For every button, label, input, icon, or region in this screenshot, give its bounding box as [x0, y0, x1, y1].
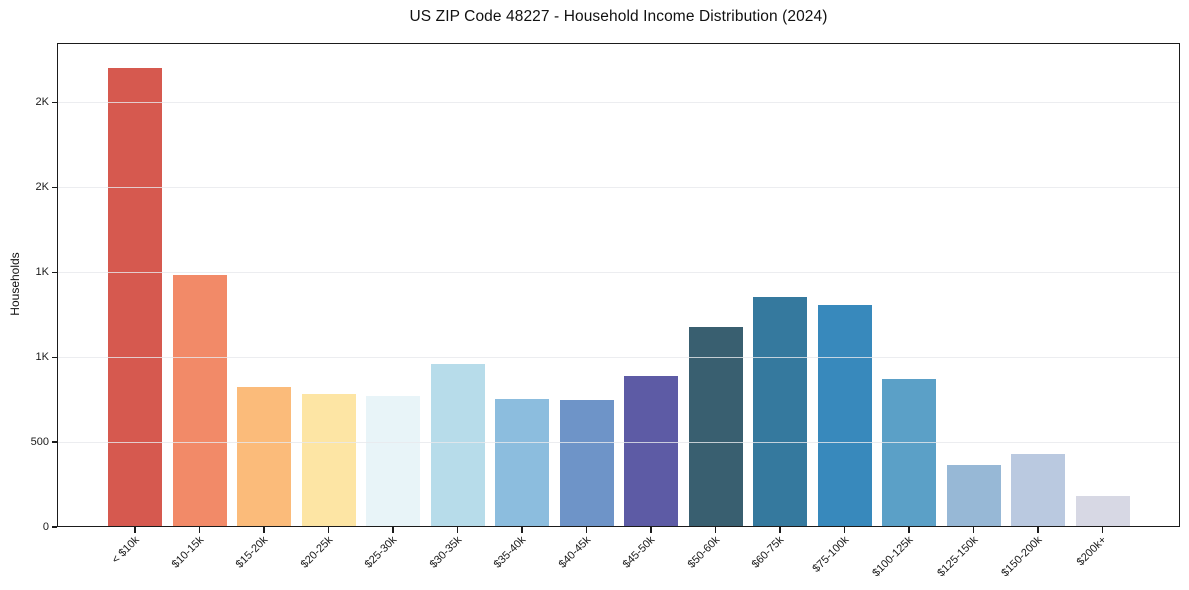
- x-tick-mark: [392, 527, 394, 533]
- x-tick-label: $60-75k: [749, 534, 787, 571]
- x-tick-label: $35-40k: [491, 534, 529, 571]
- x-tick-label: $15-20k: [233, 534, 271, 571]
- bar: [1011, 453, 1065, 527]
- x-tick-mark: [972, 527, 975, 533]
- bar: [366, 396, 420, 527]
- gridline: [57, 187, 1180, 189]
- bar: [1075, 495, 1130, 527]
- bar: [301, 393, 356, 527]
- y-tick-mark: [51, 526, 57, 528]
- x-tick-mark: [843, 527, 846, 533]
- x-tick-label: $30-35k: [427, 534, 464, 571]
- x-tick-label: $40-45k: [556, 534, 593, 571]
- x-tick-mark: [263, 527, 265, 533]
- gridline: [57, 357, 1180, 359]
- y-tick-mark: [51, 186, 57, 189]
- bar: [753, 296, 807, 527]
- x-tick-label: $200k+: [1074, 534, 1109, 569]
- bar: [624, 375, 678, 527]
- y-tick-label: 1K: [35, 265, 49, 278]
- y-tick-mark: [51, 271, 57, 273]
- bar: [430, 363, 485, 527]
- x-tick-label: < $10k: [109, 534, 142, 567]
- x-tick-mark: [521, 527, 523, 533]
- x-tick-mark: [1037, 527, 1039, 533]
- bar: [817, 304, 872, 527]
- x-tick-mark: [650, 527, 652, 533]
- bar: [495, 398, 549, 527]
- x-tick-label: $75-100k: [810, 534, 851, 575]
- x-tick-mark: [714, 527, 717, 533]
- y-tick-label: 500: [30, 435, 49, 448]
- x-tick-label: $10-15k: [169, 534, 206, 571]
- bar: [559, 399, 614, 527]
- y-axis-title: Households: [8, 252, 22, 316]
- y-tick-label: 2K: [35, 180, 49, 193]
- x-tick-mark: [134, 527, 136, 533]
- plot-area: [57, 43, 1180, 527]
- x-tick-label: $150-200k: [999, 534, 1045, 580]
- x-tick-mark: [198, 527, 201, 533]
- x-tick-label: $125-150k: [934, 534, 980, 580]
- gridline: [57, 442, 1180, 444]
- y-tick-mark: [51, 101, 57, 104]
- bar: [688, 326, 743, 527]
- y-tick-label: 1K: [35, 350, 49, 363]
- x-tick-mark: [456, 527, 459, 533]
- bar: [172, 274, 227, 527]
- bar: [237, 386, 291, 527]
- x-tick-label: $20-25k: [298, 534, 335, 571]
- x-tick-label: $25-30k: [362, 534, 400, 571]
- bar: [882, 379, 936, 527]
- y-tick-label: 0: [42, 520, 49, 533]
- x-tick-mark: [1101, 527, 1104, 533]
- gridline: [57, 272, 1180, 274]
- y-tick-label: 2K: [35, 95, 49, 108]
- chart-title: US ZIP Code 48227 - Household Income Dis…: [409, 8, 828, 25]
- bar: [108, 68, 162, 527]
- x-tick-label: $45-50k: [620, 534, 658, 571]
- x-tick-mark: [585, 527, 588, 533]
- gridline: [57, 102, 1180, 104]
- x-tick-mark: [327, 527, 330, 533]
- x-tick-label: $50-60k: [685, 534, 722, 571]
- y-tick-mark: [51, 356, 57, 358]
- x-tick-mark: [779, 527, 781, 533]
- x-tick-label: $100-125k: [870, 534, 916, 580]
- y-tick-mark: [51, 441, 57, 443]
- x-tick-mark: [908, 527, 910, 533]
- bar: [946, 465, 1001, 527]
